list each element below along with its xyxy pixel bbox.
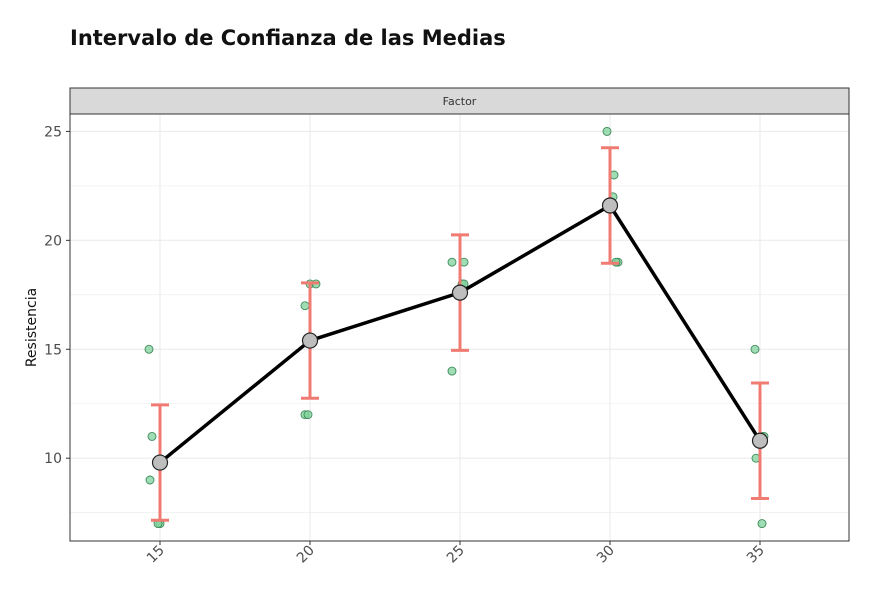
facet-strip-label: Factor [443, 95, 477, 108]
y-axis-title: Resistencia [24, 288, 40, 367]
mean-point [301, 332, 319, 349]
mean-point [151, 454, 169, 471]
observation-point [602, 126, 612, 136]
mean-point [451, 284, 469, 301]
mean-points [151, 197, 769, 471]
observation-point [145, 475, 155, 485]
observation-points [144, 126, 769, 529]
observation-point [147, 431, 157, 441]
mean-point [751, 432, 769, 449]
y-axis: 10 15 20 25 [44, 124, 70, 467]
error-bars [151, 146, 769, 522]
x-tick-label: 35 [744, 543, 768, 567]
observation-point [447, 257, 457, 267]
facet-strip: Factor [69, 87, 850, 115]
x-tick-label: 15 [144, 543, 168, 567]
observation-point [300, 301, 310, 311]
observation-point [144, 344, 154, 354]
facet-strip-background [69, 87, 850, 115]
observation-point [750, 344, 760, 354]
y-tick-label: 10 [44, 451, 62, 467]
mean-point [601, 197, 619, 214]
observation-point [447, 366, 457, 376]
observation-point [757, 519, 767, 529]
observation-point [303, 410, 313, 420]
y-tick-label: 20 [44, 233, 62, 249]
x-tick-label: 20 [294, 543, 318, 567]
y-tick-label: 25 [44, 124, 62, 140]
x-tick-label: 25 [444, 543, 468, 567]
chart-title: Intervalo de Confianza de las Medias [70, 26, 506, 50]
y-tick-label: 15 [44, 342, 62, 358]
x-axis: 15 20 25 30 35 [144, 541, 768, 566]
x-tick-label: 30 [594, 543, 618, 567]
